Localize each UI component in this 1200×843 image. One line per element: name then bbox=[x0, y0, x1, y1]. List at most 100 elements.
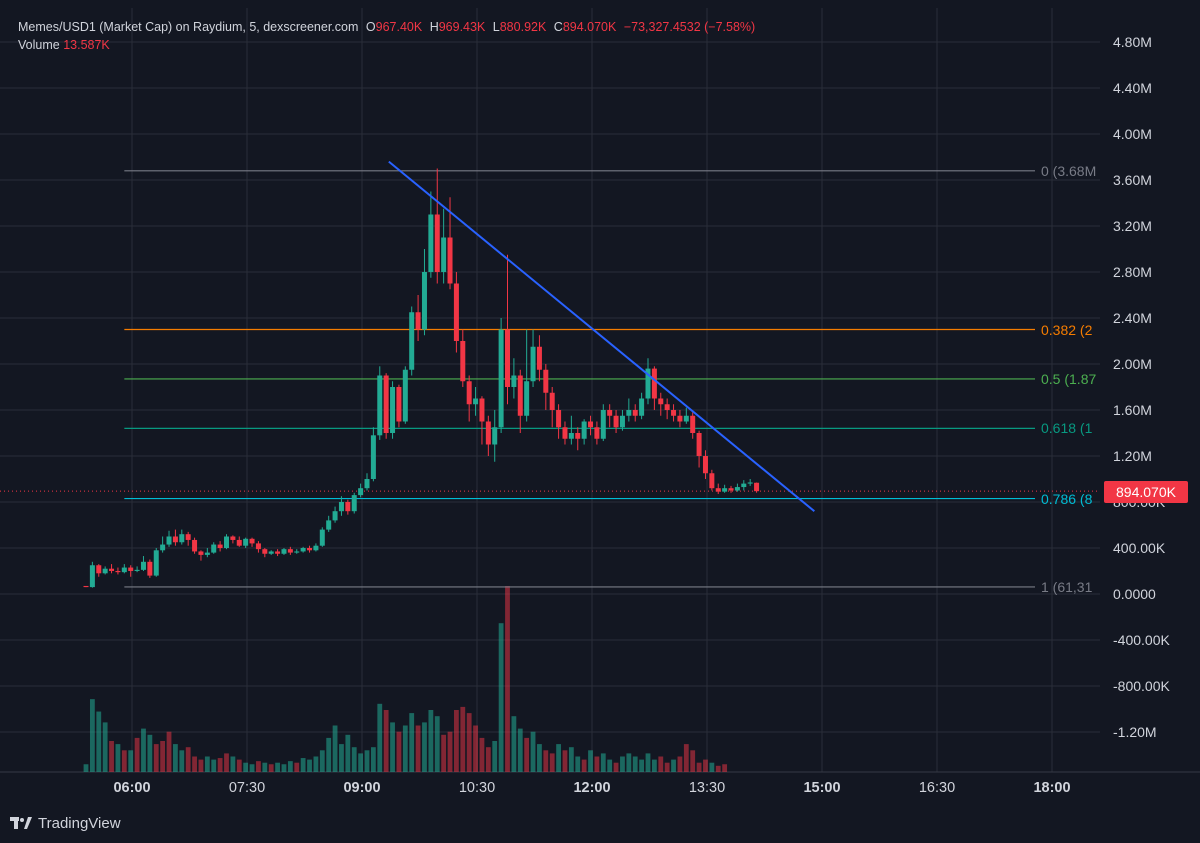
candle-body bbox=[377, 375, 383, 436]
candle-body bbox=[332, 511, 338, 521]
volume-bar bbox=[217, 758, 223, 772]
volume-bar bbox=[441, 734, 447, 772]
candle-body bbox=[530, 346, 536, 382]
trendline bbox=[388, 160, 815, 512]
candle-body bbox=[498, 329, 504, 428]
candle-body bbox=[485, 421, 491, 445]
volume-label: Volume bbox=[18, 38, 60, 52]
time-tick-label: 07:30 bbox=[228, 780, 266, 796]
volume-bar bbox=[562, 750, 568, 772]
candle-body bbox=[594, 427, 600, 439]
volume-legend: Volume 13.587K bbox=[18, 38, 110, 52]
candle-body bbox=[281, 549, 287, 554]
volume-bar bbox=[160, 741, 166, 772]
volume-bar bbox=[690, 750, 696, 772]
candle-body bbox=[287, 549, 293, 553]
price-tick-label: -400.00K bbox=[1113, 632, 1170, 648]
tradingview-logo[interactable]: TradingView bbox=[10, 815, 121, 832]
candle-body bbox=[217, 544, 223, 548]
volume-bar bbox=[383, 710, 389, 772]
candle-body bbox=[338, 502, 344, 512]
candle-body bbox=[460, 341, 466, 382]
volume-bar bbox=[709, 762, 715, 772]
volume-bar bbox=[454, 710, 459, 772]
candle-body bbox=[702, 456, 708, 474]
chart-header: Memes/USD1 (Market Cap) on Raydium, 5, d… bbox=[18, 20, 759, 34]
candle-body bbox=[568, 433, 574, 439]
price-tick-label: -1.20M bbox=[1113, 724, 1157, 740]
volume-bar bbox=[109, 741, 114, 772]
volume-bar bbox=[473, 725, 478, 772]
candle-body bbox=[607, 410, 613, 416]
candle-body bbox=[294, 551, 300, 553]
volume-bar bbox=[243, 762, 249, 772]
volume-bar bbox=[715, 765, 721, 772]
time-tick-label: 09:00 bbox=[343, 780, 381, 796]
volume-bar bbox=[96, 711, 102, 772]
candle-body bbox=[121, 567, 127, 573]
volume-bar bbox=[351, 747, 357, 772]
candle-body bbox=[677, 415, 683, 422]
volume-bar bbox=[179, 750, 185, 772]
candle-body bbox=[722, 488, 728, 492]
candle-body bbox=[160, 544, 166, 551]
volume-bar bbox=[613, 762, 619, 772]
volume-bar bbox=[402, 725, 408, 772]
volume-bar bbox=[262, 762, 268, 772]
volume-bar bbox=[185, 747, 191, 772]
price-tick-label: 3.60M bbox=[1113, 172, 1152, 188]
candle-body bbox=[307, 548, 313, 551]
candle-body bbox=[109, 568, 115, 571]
volume-bar bbox=[102, 722, 108, 772]
volume-bar bbox=[345, 734, 351, 772]
volume-bar bbox=[173, 744, 178, 772]
time-tick-label: 18:00 bbox=[1033, 780, 1071, 796]
candle-body bbox=[236, 539, 242, 546]
candle-body bbox=[102, 568, 108, 574]
volume-bar bbox=[626, 753, 632, 772]
volume-bar bbox=[568, 747, 574, 772]
price-tick-label: 1.20M bbox=[1113, 448, 1152, 464]
candle-body bbox=[313, 545, 319, 551]
candle-body bbox=[128, 567, 134, 571]
candle-body bbox=[473, 398, 479, 405]
volume-bar bbox=[434, 716, 440, 772]
candle-body bbox=[396, 387, 402, 422]
fib-level-label: 0.5 (1.87 bbox=[1041, 370, 1097, 387]
volume-bar bbox=[543, 750, 549, 772]
volume-bar bbox=[447, 731, 453, 772]
volume-bar bbox=[192, 756, 197, 772]
volume-bar bbox=[594, 756, 600, 772]
fib-level-label: 0.618 (1 bbox=[1041, 420, 1093, 437]
volume-bar bbox=[332, 725, 338, 772]
candle-body bbox=[434, 214, 440, 272]
candle-body bbox=[370, 435, 376, 479]
price-tick-label: 4.00M bbox=[1113, 126, 1152, 142]
volume-bar bbox=[422, 722, 427, 772]
volume-bar bbox=[294, 762, 300, 772]
volume-bar bbox=[370, 747, 376, 772]
volume-bar bbox=[537, 744, 542, 772]
candle-body bbox=[715, 488, 721, 492]
candle-body bbox=[581, 421, 587, 439]
candle-body bbox=[383, 375, 389, 433]
candle-body bbox=[115, 571, 121, 573]
candle-body bbox=[696, 433, 702, 456]
tradingview-icon bbox=[10, 816, 32, 829]
fib-level-label: 0.786 (8 bbox=[1041, 490, 1093, 507]
open-value: 967.40K bbox=[375, 20, 423, 34]
volume-bar bbox=[141, 728, 146, 772]
volume-bar bbox=[121, 750, 127, 772]
volume-bar bbox=[492, 741, 498, 772]
volume-bar bbox=[505, 586, 510, 772]
price-tick-label: 1.60M bbox=[1113, 402, 1152, 418]
candle-body bbox=[166, 536, 172, 545]
time-tick-label: 12:00 bbox=[573, 780, 611, 796]
candle-body bbox=[249, 538, 255, 544]
price-tick-label: 2.40M bbox=[1113, 310, 1152, 326]
volume-bar bbox=[409, 713, 415, 772]
candle-body bbox=[243, 538, 249, 546]
candle-body bbox=[415, 312, 421, 330]
